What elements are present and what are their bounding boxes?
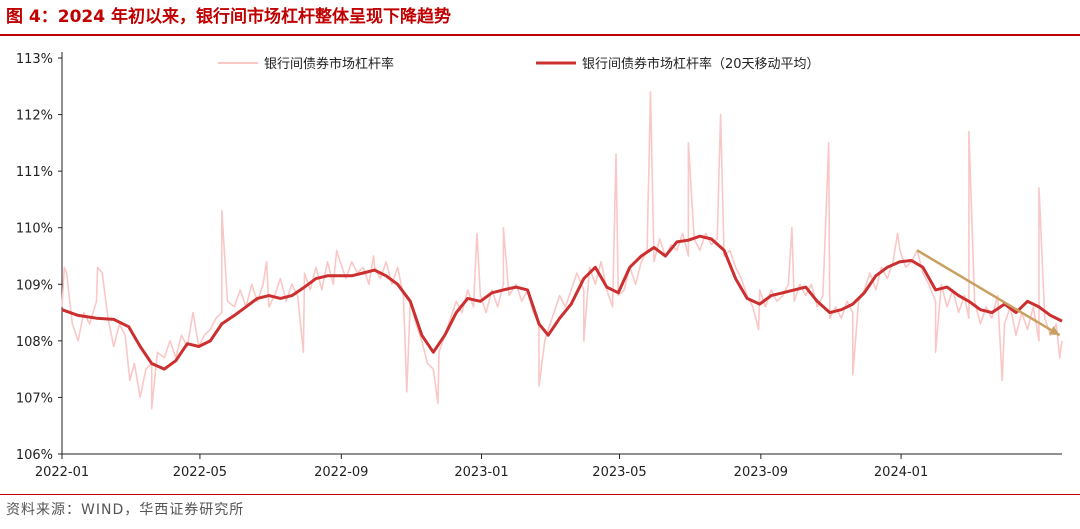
title-divider xyxy=(0,34,1080,36)
x-tick-label: 2024-01 xyxy=(874,465,928,480)
x-tick-label: 2023-09 xyxy=(734,465,788,480)
y-tick-label: 107% xyxy=(16,391,53,406)
raw-series-group xyxy=(61,91,1063,410)
figure-title: 图 4：2024 年初以来，银行间市场杠杆整体呈现下降趋势 xyxy=(6,7,451,27)
y-tick-label: 110% xyxy=(16,222,53,237)
source-note: 资料来源：WIND，华西证券研究所 xyxy=(6,502,245,518)
ma-series-line xyxy=(61,234,1063,371)
source-divider xyxy=(0,494,1080,495)
trend-arrow-line xyxy=(916,249,1061,337)
leverage-line-chart: 106% 107% 108% 109% 110% 111% 112% 113% 2022-01 2… xyxy=(16,52,1063,480)
trend-arrow-head xyxy=(1048,326,1060,336)
y-tick-label: 108% xyxy=(16,335,53,350)
y-tick-label: 113% xyxy=(16,52,53,67)
ma-series-group xyxy=(61,234,1063,371)
legend-label-raw: 银行间债券市场杠杆率 xyxy=(264,56,394,72)
y-tick-label: 106% xyxy=(16,448,53,463)
x-tick-label: 2022-01 xyxy=(35,465,89,480)
axes-group: 106% 107% 108% 109% 110% 111% 112% 113% 2022-01 2… xyxy=(16,52,1062,480)
x-tick-label: 2022-09 xyxy=(314,465,368,480)
x-tick-label: 2023-05 xyxy=(592,465,646,480)
y-tick-label: 112% xyxy=(16,109,53,124)
y-tick-label: 111% xyxy=(16,165,53,180)
legend-label-ma: 银行间债券市场杠杆率（20天移动平均） xyxy=(582,56,820,72)
x-tick-label: 2023-01 xyxy=(454,465,508,480)
annotation-group xyxy=(916,249,1061,337)
raw-series-line xyxy=(61,91,1063,410)
x-tick-label: 2022-05 xyxy=(173,465,227,480)
y-tick-label: 109% xyxy=(16,278,53,293)
legend: 银行间债券市场杠杆率 银行间债券市场杠杆率（20天移动平均） xyxy=(218,56,820,72)
